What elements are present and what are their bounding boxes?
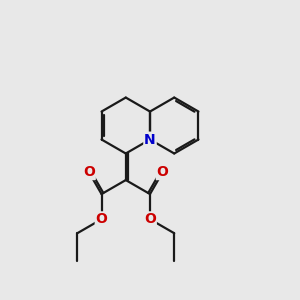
Text: O: O <box>157 165 169 179</box>
Text: O: O <box>96 212 107 226</box>
Text: O: O <box>83 165 95 179</box>
Text: O: O <box>144 212 156 226</box>
Text: N: N <box>144 133 156 146</box>
